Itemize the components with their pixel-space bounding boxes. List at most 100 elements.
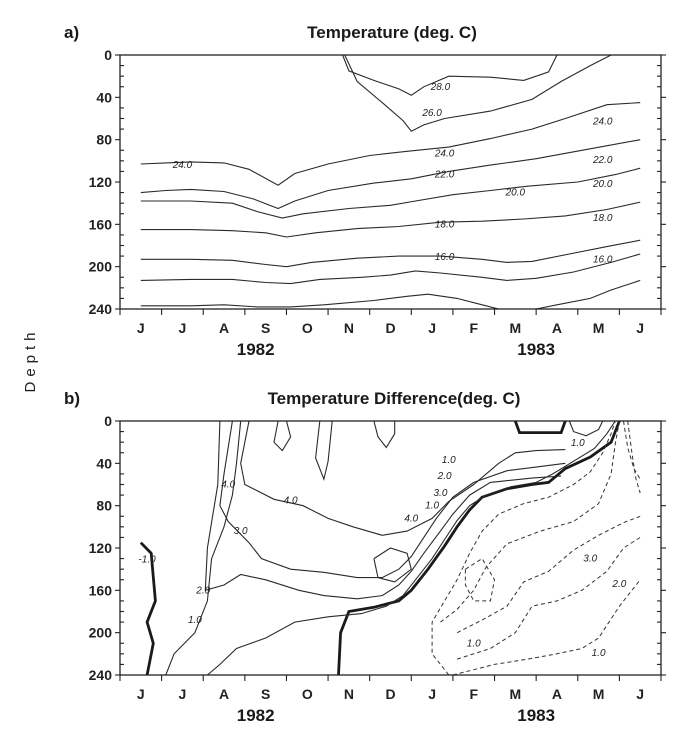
- panel-a-month-label: S: [261, 320, 270, 336]
- panel-b-month-label: J: [636, 686, 644, 702]
- panel-b-title: Temperature Difference(deg. C): [268, 389, 521, 408]
- panel-b-contour-line: [456, 536, 641, 660]
- panel-b-ytick-label: 200: [89, 625, 113, 641]
- panel-a-contour-line: [140, 293, 499, 309]
- panel-b-contours: 1.0 1.0 2.0 3.0 4.0 4.0 4.0 3.0 2.0 1.0 -1.0 1.0 3.0…: [138, 421, 641, 675]
- panel-a-month-label: J: [636, 320, 644, 336]
- panel-a-contour-label: 20.0: [592, 179, 613, 190]
- panel-a-month-label: J: [179, 320, 187, 336]
- panel-b-contour-line: [139, 541, 157, 675]
- panel-b-year-label-1983: 1983: [517, 706, 555, 725]
- panel-a-ytick-label: 240: [89, 301, 113, 317]
- panel-b-contour-label: 1.0: [442, 455, 456, 466]
- panel-a-contour-label: 24.0: [434, 148, 455, 159]
- panel-b-month-label: M: [510, 686, 522, 702]
- panel-a-contour-line: [140, 167, 641, 219]
- panel-b-contour-label: 3.0: [583, 554, 597, 565]
- panel-a-title: Temperature (deg. C): [307, 23, 477, 42]
- panel-b-contour-line: [315, 421, 333, 482]
- panel-b-month-label: A: [219, 686, 229, 702]
- panel-b-month-label: D: [385, 686, 395, 702]
- panel-a-contour-label: 20.0: [505, 188, 526, 199]
- panel-a-contour-label: 22.0: [592, 155, 613, 166]
- panel-a-month-label: A: [219, 320, 229, 336]
- panel-a-contours: 28.0 26.0 24.0 24.0 24.0 22.0 22.0 20.0 20.0 18.0…: [140, 55, 641, 309]
- panel-b-contour-label: -1.0: [138, 555, 156, 566]
- panel-a-month-label: M: [593, 320, 605, 336]
- panel-b-contour-label: 2.0: [437, 471, 452, 482]
- panel-a-contour-line: [140, 139, 641, 210]
- panel-b-contour-label: 1.0: [188, 615, 202, 626]
- panel-b-ytick-label: 0: [104, 413, 112, 429]
- panel-b-month-label: S: [261, 686, 270, 702]
- panel-b-contour-line: [440, 421, 620, 623]
- panel-a-contour-line: [342, 55, 558, 96]
- panel-a-plot: 28.0 26.0 24.0 24.0 24.0 22.0 22.0 20.0 20.0 18.0…: [89, 47, 666, 359]
- panel-b-contour-line: [207, 421, 616, 675]
- panel-b-contour-label: 1.0: [467, 638, 481, 649]
- panel-b-contour-label: 1.0: [425, 501, 439, 512]
- panel-b-contour-line: [337, 421, 621, 675]
- panel-a-contour-line: [140, 102, 641, 186]
- panel-b-contour-line: [513, 421, 567, 434]
- panel-b-contour-line: [568, 421, 604, 437]
- panel-a-contour-label: 16.0: [435, 252, 455, 263]
- panel-b-contour-label: 3.0: [234, 526, 248, 537]
- panel-b-letter: b): [64, 389, 80, 408]
- panel-b-contour-label: 1.0: [571, 438, 585, 449]
- panel-a-month-label: J: [428, 320, 436, 336]
- panel-b-contour-line: [373, 421, 396, 449]
- panel-a-month-label: M: [510, 320, 522, 336]
- panel-a-ytick-label: 200: [89, 259, 113, 275]
- panel-b-month-label: J: [137, 686, 145, 702]
- panel-b-month-label: F: [469, 686, 478, 702]
- panel-a-contour-label: 18.0: [435, 219, 455, 230]
- panel-a-ytick-label: 40: [96, 89, 112, 105]
- panel-b-month-label: O: [302, 686, 313, 702]
- panel-a-contour-line: [536, 279, 641, 309]
- panel-b-month-label: J: [428, 686, 436, 702]
- panel-b-contour-line: [219, 421, 566, 579]
- panel-b-contour-label: 2.0: [195, 585, 210, 596]
- panel-a-contour-label: 24.0: [592, 117, 613, 128]
- panel-b-contour-line: [623, 421, 641, 480]
- panel-b-contour-line: [456, 515, 641, 634]
- panel-a-contour-line: [140, 253, 641, 285]
- panel-a-month-label: A: [552, 320, 562, 336]
- panel-a-contour-label: 24.0: [172, 160, 193, 171]
- panel-a-ytick-label: 80: [96, 132, 112, 148]
- panel-a-letter: a): [64, 23, 79, 42]
- panel-a-year-label-1983: 1983: [517, 340, 555, 359]
- panel-b-plot: 1.0 1.0 2.0 3.0 4.0 4.0 4.0 3.0 2.0 1.0 -1.0 1.0 3.0…: [89, 413, 666, 725]
- panel-b-contour-line: [204, 421, 562, 600]
- panel-b-contour-line: [373, 547, 412, 583]
- panel-a-month-label: D: [385, 320, 395, 336]
- panel-b-contour-label: 4.0: [284, 495, 298, 506]
- panel-a-ytick-label: 120: [89, 174, 113, 190]
- panel-a-contour-line: [344, 55, 612, 132]
- panel-b-month-label: A: [552, 686, 562, 702]
- panel-a-ytick-label: 160: [89, 216, 113, 232]
- panel-b-ytick-label: 120: [89, 540, 113, 556]
- panel-b-contour-label: 3.0: [433, 488, 447, 499]
- panel-a-contour-label: 16.0: [593, 254, 613, 265]
- panel-b-contour-label: 4.0: [221, 480, 235, 491]
- panel-b-contour-line: [452, 579, 641, 675]
- panel-b-ytick-label: 240: [89, 667, 113, 683]
- panel-b-contour-label: 1.0: [592, 648, 606, 659]
- panel-b-ytick-label: 160: [89, 582, 113, 598]
- panel-b-year-label-1982: 1982: [237, 706, 275, 725]
- panel-a-month-label: O: [302, 320, 313, 336]
- panel-a-ytick-label: 0: [104, 47, 112, 63]
- panel-a-contour-label: 28.0: [430, 82, 451, 93]
- panel-b-contour-line: [431, 421, 616, 675]
- panel-a-contour-label: 26.0: [421, 108, 442, 119]
- panel-b-month-label: N: [344, 686, 354, 702]
- panel-a-contour-label: 18.0: [593, 213, 613, 224]
- panel-a-contour-label: 22.0: [434, 170, 455, 181]
- panel-a-month-label: J: [137, 320, 145, 336]
- panel-b-contour-line: [464, 557, 496, 602]
- panel-b-contour-line: [627, 421, 641, 494]
- panel-a-month-label: N: [344, 320, 354, 336]
